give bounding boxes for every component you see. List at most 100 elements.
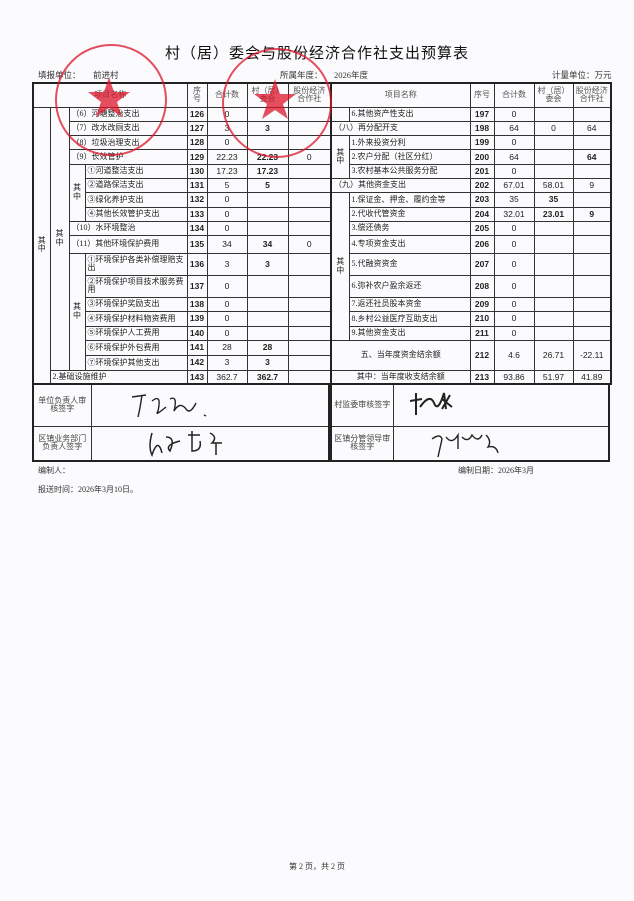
table-row: ④其他长效管护支出 133 0 [33,206,332,222]
group-label-qizhong: 其中 [49,106,70,371]
village-value: 17.23 [246,163,289,179]
coop-value [287,296,332,312]
page-number: 第 2 页，共 2 页 [289,862,345,871]
item-name: （7）改水改厕支出 [68,120,188,137]
group-blank [330,106,350,122]
table-row: ④环境保护材料物资费用 139 0 [33,310,332,327]
table-row: 2.农户分配（社区分红） 200 64 64 [331,149,612,165]
header-total: 合计数 [493,82,535,108]
item-name: ②道路保洁支出 [84,177,188,194]
table-row: 5.代融资资金 207 0 [331,252,612,276]
total-value: 0 [493,220,535,236]
right-signature-table: 村监委审核签字 区镇分管领导审核签字 [330,383,610,462]
coop-value [572,220,612,236]
item-name: ③绿化养护支出 [84,192,188,208]
seq-number: 202 [469,177,495,194]
table-row: 五、当年度资金结余额 212 4.6 26.71 -22.11 [330,339,612,371]
preparer-label: 编制人： [38,466,70,475]
prepared-date: 编制日期：2026年3月 [458,466,534,475]
table-row: ②环境保护项目技术服务费用 137 0 [33,274,332,298]
item-name: （九）其他资金支出 [330,177,471,194]
year-value: 2026年度 [334,70,369,80]
coop-value [287,177,332,194]
village-value: 23.01 [533,206,574,222]
unit-value: 前进村 [93,70,119,80]
seq-number: 137 [186,274,208,298]
item-name: ①河道整洁支出 [84,163,188,179]
header-name: 项目名称 [330,82,471,108]
item-name: ⑦环境保护其他支出 [84,354,188,371]
total-value: 0 [493,135,535,151]
item-name: 2.代收代管资金 [348,206,471,222]
coop-value [287,252,332,276]
seq-number: 134 [186,220,208,236]
coop-value [287,339,332,356]
coop-value [287,354,332,371]
table-row: 其中 1.保证金、押金、履约金等 203 35 35 [330,192,612,341]
item-name: （八）再分配开支 [330,120,471,137]
total-value: 32.01 [493,206,535,222]
table-row: 其中 其中 （6）河塘整治支出 126 0 [32,106,332,385]
total-value: 5 [206,177,248,194]
header-village: 村（居）委会 [246,82,289,108]
coop-value: 0 [287,149,332,165]
village-value [246,192,289,208]
seq-number: 210 [469,310,495,327]
seq-number: 211 [469,325,495,341]
coop-value [287,325,332,341]
seq-number: 139 [186,310,208,327]
seq-number: 130 [186,163,208,179]
seq-number: 200 [469,149,495,165]
seq-number: 209 [469,296,495,312]
village-value: 34 [246,234,289,254]
seq-number: 142 [186,354,208,371]
village-value [533,296,574,312]
total-value: 0 [493,234,535,254]
village-value: 22.23 [246,149,289,165]
table-row: ⑦环境保护其他支出 142 3 3 [33,354,332,371]
header-name: 项目名称 [32,82,188,108]
item-name: ②环境保护项目技术服务费用 [84,274,188,298]
year-label: 所属年度： [280,70,323,80]
coop-value [287,192,332,208]
left-budget-table: 项目名称 序号 合计数 村（居）委会 股份经济合作社 其中 其中 （6）河塘整治支出… [32,82,332,386]
district-leader-signature [392,425,610,462]
coop-value [287,120,332,137]
village-value [533,220,574,236]
coop-value [572,163,612,179]
total-value: 3 [206,252,248,276]
coop-value [287,206,332,222]
coop-value [572,252,612,276]
item-name: ③环境保护奖励支出 [84,296,188,312]
total-value: 22.23 [206,149,248,165]
total-value: 3 [206,354,248,371]
village-value [246,206,289,222]
total-value: 0 [206,310,248,327]
table-row: 7.返还社员股本资金 209 0 [331,296,612,312]
coop-value [287,310,332,327]
seq-number: 141 [186,339,208,356]
village-value [246,220,289,236]
item-name: 3.偿还债务 [348,220,471,236]
village-value [246,135,289,151]
total-value: 0 [493,106,535,122]
seq-number: 206 [469,234,495,254]
table-row: 3.偿还债务 205 0 [331,220,612,236]
item-name: ④环境保护材料物资费用 [84,310,188,327]
village-supervisor-signature [392,383,610,427]
village-value: 3 [246,120,289,137]
coop-value: 0 [287,234,332,254]
village-value [533,234,574,254]
right-budget-table: 项目名称 序号 合计数 村（居）委会 股份经济合作社 6.其他资产性支出 197 0… [330,82,612,386]
item-name: ①环境保护各类补偿理赔支出 [84,252,188,276]
item-name: 6.其他资产性支出 [348,106,471,122]
village-value [533,106,574,122]
total-value: 0 [206,274,248,298]
table-row: 2.代收代管资金 204 32.01 23.01 9 [331,206,612,222]
village-value: 3 [246,252,289,276]
seq-number: 127 [186,120,208,137]
submit-time: 报送时间：2026年3月10日。 [38,485,138,494]
coop-value: 41.89 [572,369,612,385]
item-name: （6）河塘整治支出 [68,106,188,122]
group-label-qizhong: 其中 [330,192,350,341]
